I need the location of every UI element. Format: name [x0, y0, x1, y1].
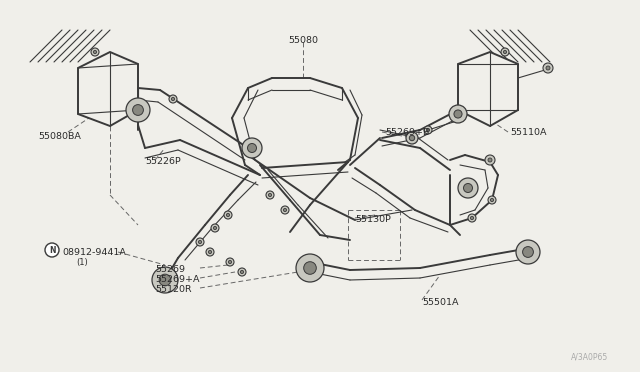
Circle shape: [93, 50, 97, 54]
Circle shape: [196, 238, 204, 246]
Circle shape: [410, 135, 415, 141]
Circle shape: [523, 247, 533, 257]
Text: 55110A: 55110A: [510, 128, 547, 137]
Circle shape: [304, 262, 316, 274]
Circle shape: [470, 217, 474, 219]
Circle shape: [454, 110, 462, 118]
Circle shape: [424, 126, 432, 134]
Circle shape: [268, 193, 271, 196]
Circle shape: [91, 48, 99, 56]
Circle shape: [227, 214, 230, 217]
Circle shape: [426, 128, 429, 132]
Circle shape: [281, 206, 289, 214]
Circle shape: [45, 243, 59, 257]
Circle shape: [126, 98, 150, 122]
Polygon shape: [458, 52, 518, 126]
Text: A/3A0P65: A/3A0P65: [571, 353, 608, 362]
Text: 55269+B: 55269+B: [385, 128, 429, 137]
Circle shape: [159, 274, 171, 286]
Circle shape: [463, 183, 472, 192]
Circle shape: [248, 144, 257, 153]
Circle shape: [546, 66, 550, 70]
Circle shape: [209, 250, 212, 254]
Text: 55130P: 55130P: [355, 215, 391, 224]
Circle shape: [501, 48, 509, 56]
Circle shape: [241, 270, 244, 273]
Polygon shape: [78, 52, 138, 126]
Text: 55501A: 55501A: [422, 298, 458, 307]
Circle shape: [213, 227, 216, 230]
Text: 55226P: 55226P: [145, 157, 180, 166]
Circle shape: [516, 240, 540, 264]
Text: 55120R: 55120R: [155, 285, 191, 294]
Circle shape: [468, 214, 476, 222]
Circle shape: [296, 254, 324, 282]
Text: N: N: [49, 246, 55, 254]
Text: (1): (1): [76, 258, 88, 267]
Circle shape: [238, 268, 246, 276]
Circle shape: [169, 95, 177, 103]
Circle shape: [458, 178, 478, 198]
Circle shape: [488, 158, 492, 162]
Text: 55269+A: 55269+A: [155, 275, 200, 284]
Circle shape: [172, 97, 175, 100]
Circle shape: [206, 248, 214, 256]
Text: 08912-9441A: 08912-9441A: [62, 248, 126, 257]
Circle shape: [284, 208, 287, 212]
Circle shape: [242, 138, 262, 158]
Circle shape: [152, 267, 178, 293]
Circle shape: [485, 155, 495, 165]
Circle shape: [228, 260, 232, 264]
Text: 55080: 55080: [288, 36, 318, 45]
Circle shape: [211, 224, 219, 232]
Circle shape: [504, 50, 507, 54]
Circle shape: [449, 105, 467, 123]
Circle shape: [406, 132, 418, 144]
Circle shape: [198, 240, 202, 244]
Circle shape: [490, 198, 493, 202]
Circle shape: [224, 211, 232, 219]
Circle shape: [266, 191, 274, 199]
Circle shape: [543, 63, 553, 73]
Text: 55269: 55269: [155, 265, 185, 274]
Circle shape: [132, 105, 143, 115]
Circle shape: [226, 258, 234, 266]
Circle shape: [488, 196, 496, 204]
Text: 55080BA: 55080BA: [38, 132, 81, 141]
